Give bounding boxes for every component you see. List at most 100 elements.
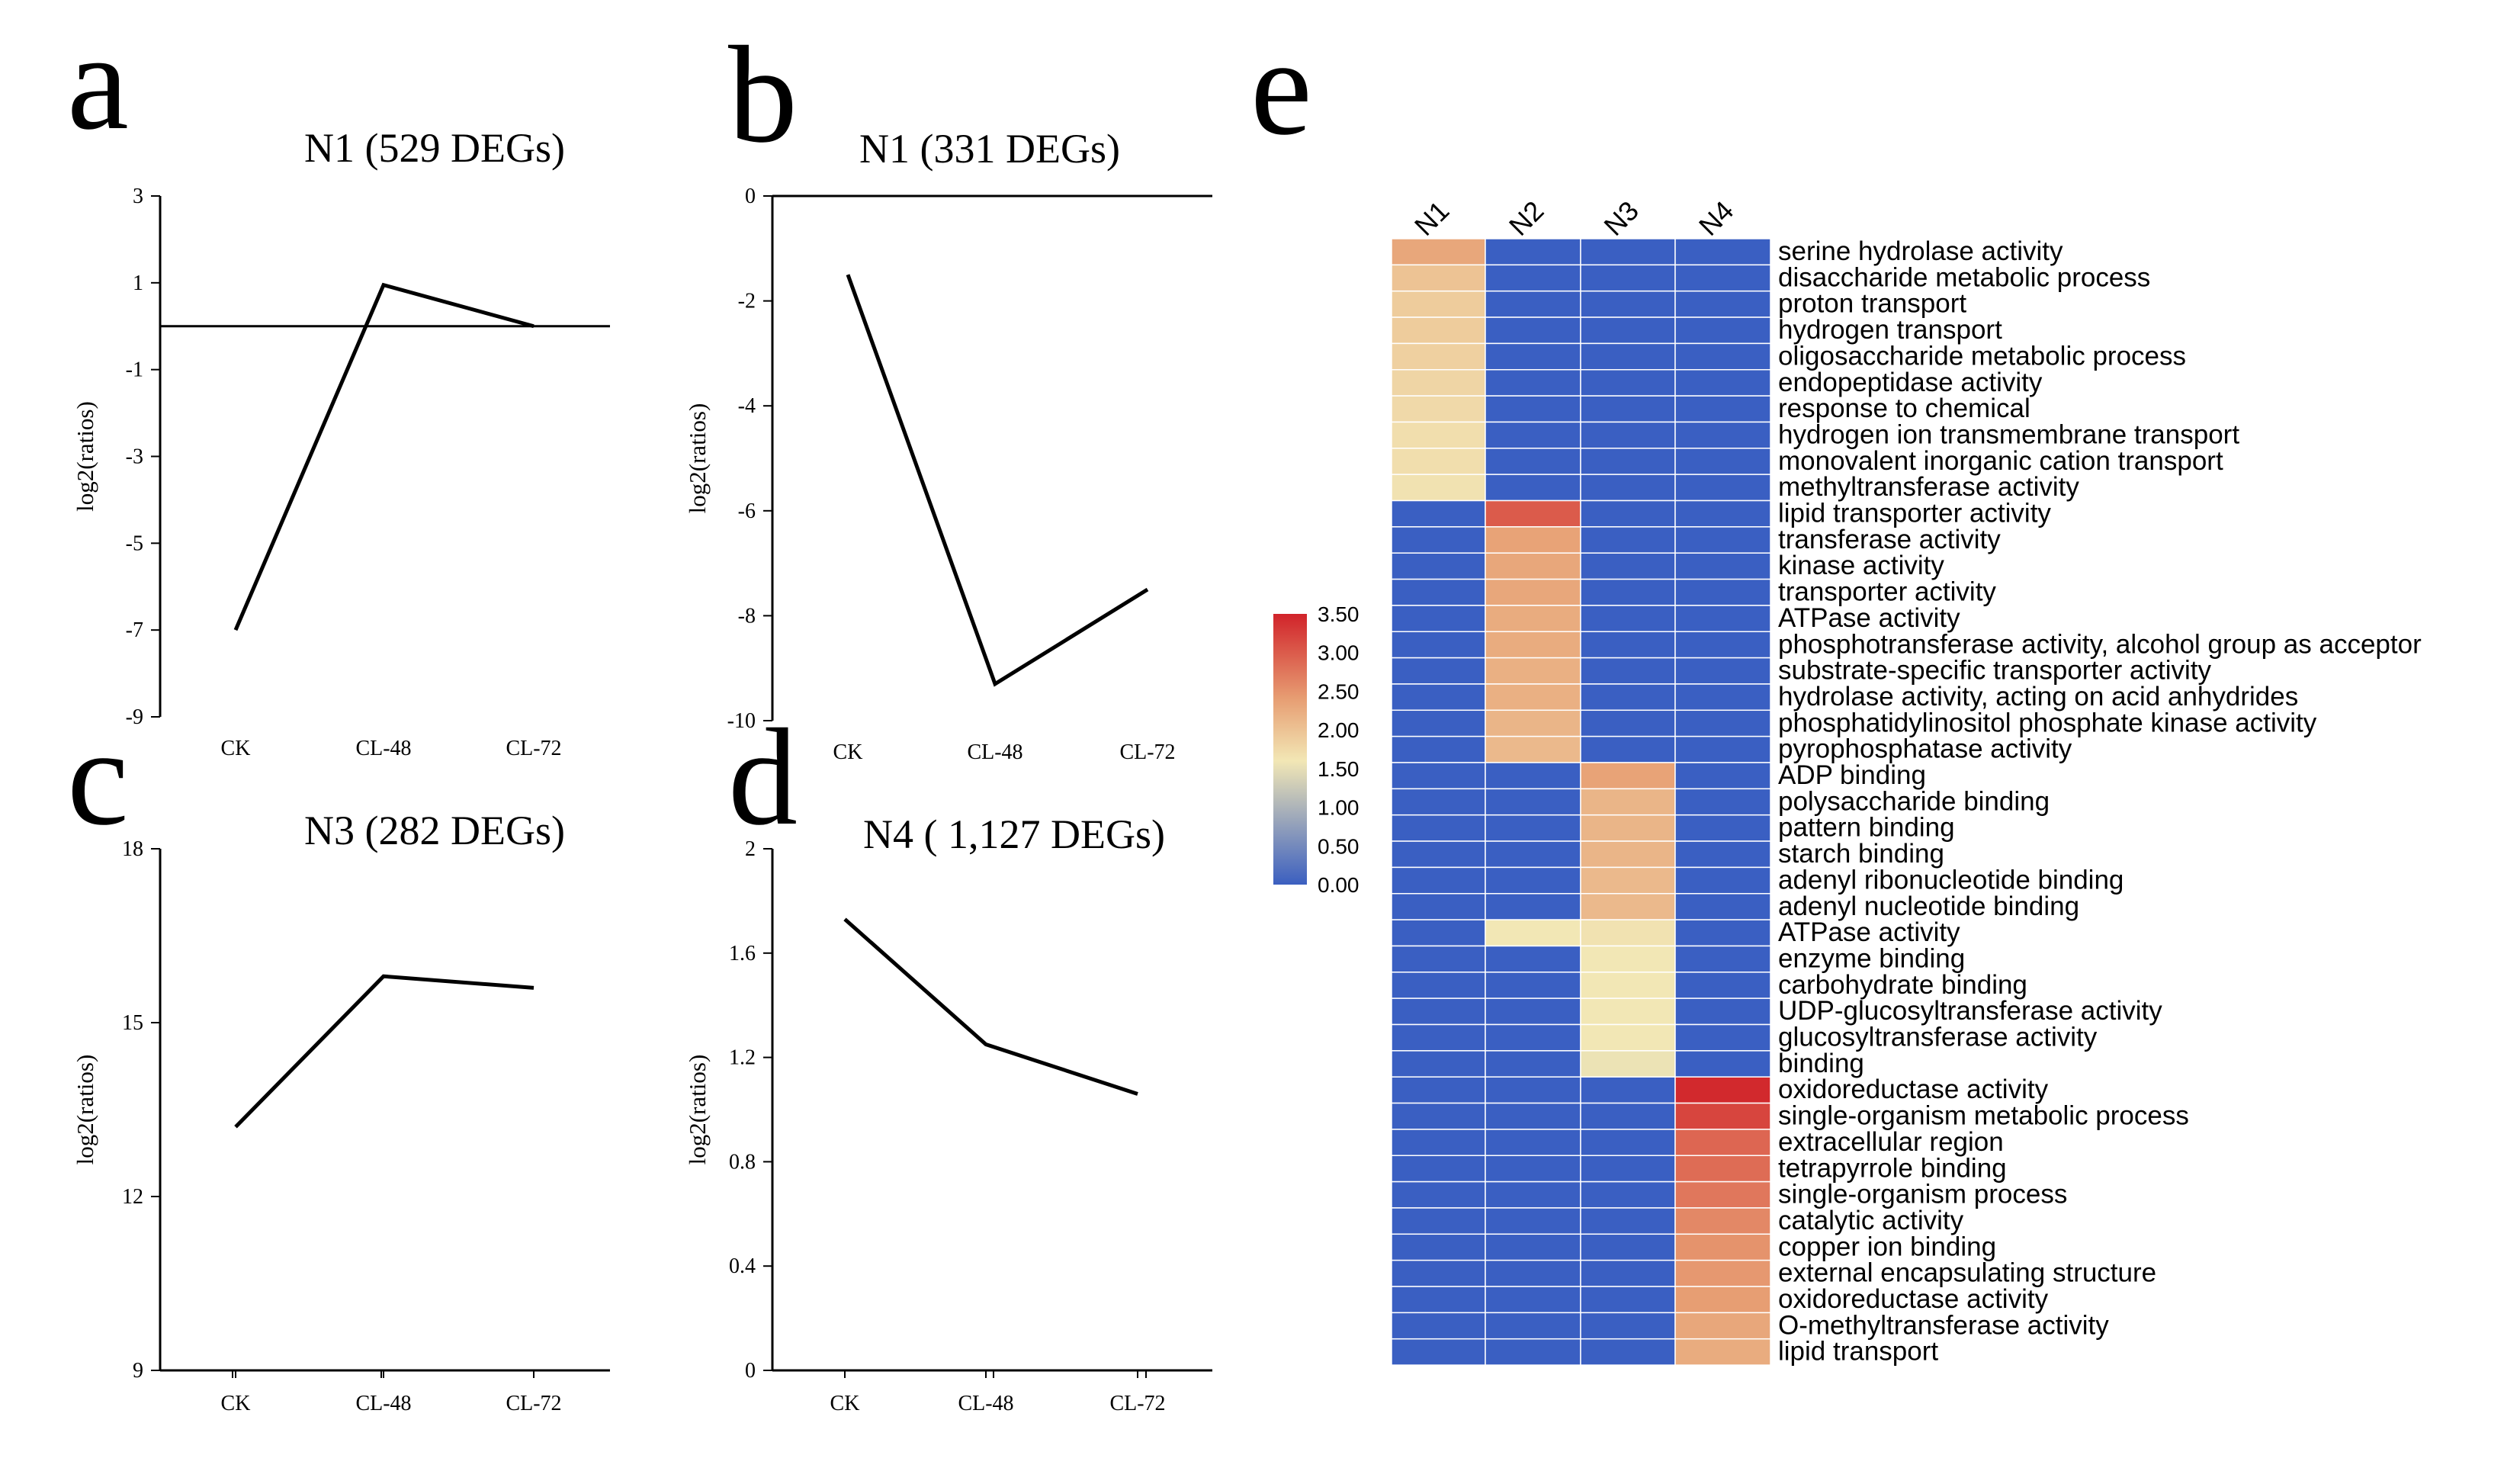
heatmap-cell (1485, 290, 1581, 318)
heatmap-cell (1674, 788, 1771, 816)
heatmap-cell (1674, 342, 1771, 371)
panel-e: e serine hydrolase activitydisaccharide … (1250, 11, 2422, 1367)
heatmap-cell (1485, 500, 1581, 528)
panel-title-d: N4 ( 1,127 DEGs) (863, 811, 1165, 857)
y-tick-label: -9 (126, 705, 143, 729)
heatmap-cell (1485, 1023, 1581, 1052)
heatmap-cell (1580, 997, 1676, 1026)
heatmap-cell (1674, 814, 1771, 842)
heatmap-cell (1485, 814, 1581, 842)
heatmap-row-label: extracellular region (1778, 1127, 2004, 1157)
heatmap-row-label: UDP-glucosyltransferase activity (1778, 996, 2162, 1026)
heatmap-cell (1580, 709, 1676, 737)
heatmap-cell (1674, 1076, 1771, 1104)
heatmap-cell (1391, 1286, 1486, 1314)
heatmap-cell (1674, 605, 1771, 633)
heatmap-cell (1391, 526, 1486, 554)
heatmap-cell (1580, 578, 1676, 606)
heatmap-cell (1580, 605, 1676, 633)
heatmap-cell (1674, 762, 1771, 790)
heatmap-row-label: transferase activity (1778, 525, 2001, 554)
heatmap-cell (1485, 264, 1581, 292)
heatmap-row-label: lipid transporter activity (1778, 499, 2051, 528)
x-tick-label: CL-48 (355, 1392, 411, 1415)
heatmap-cell (1485, 919, 1581, 947)
heatmap-cell (1391, 1207, 1486, 1235)
heatmap-cell (1485, 866, 1581, 895)
heatmap-cell (1485, 1207, 1581, 1235)
panel-a: a N1 (529 DEGs) 3 1 -1 -3 -5 -7 -9 CK CL-48 CL-72… (67, 5, 610, 760)
heatmap-cell (1674, 1207, 1771, 1235)
heatmap-cell (1485, 552, 1581, 580)
heatmap-cell (1580, 972, 1676, 999)
y-tick-label: -3 (126, 445, 143, 469)
heatmap-row-label: disaccharide metabolic process (1778, 262, 2150, 292)
panel-title-c: N3 (282 DEGs) (304, 808, 565, 853)
heatmap-cell (1391, 657, 1486, 685)
heatmap-cell (1674, 683, 1771, 712)
heatmap-row-label: adenyl ribonucleotide binding (1778, 865, 2124, 895)
colorbar-tick-label: 0.50 (1318, 834, 1360, 858)
heatmap-cell (1391, 1338, 1486, 1366)
heatmap-cell (1674, 919, 1771, 947)
y-tick-label: 0.4 (729, 1254, 756, 1278)
heatmap-row-label: O-methyltransferase activity (1778, 1310, 2109, 1340)
y-tick-label: -4 (738, 394, 756, 418)
heatmap-cell (1391, 1312, 1486, 1340)
y-tick-label: 9 (133, 1359, 143, 1383)
heatmap-cell (1674, 290, 1771, 318)
heatmap-row-label: pyrophosphatase activity (1778, 734, 2072, 764)
heatmap-row-label: ADP binding (1778, 760, 1926, 790)
heatmap-cell (1391, 448, 1486, 475)
heatmap-cell (1580, 1207, 1676, 1235)
panel-title-a: N1 (529 DEGs) (304, 125, 565, 171)
series-line (233, 282, 534, 631)
x-tick-label: CL-72 (1109, 1392, 1165, 1415)
heatmap-cell (1391, 1050, 1486, 1078)
panel-letter-c: c (67, 701, 129, 854)
line-chart-a: 3 1 -1 -3 -5 -7 -9 CK CL-48 CL-72 log2(ratios) (72, 185, 610, 760)
y-tick-label: 12 (122, 1185, 143, 1209)
heatmap-cell (1674, 893, 1771, 920)
y-tick-label: -2 (738, 290, 756, 313)
heatmap-cell (1485, 474, 1581, 502)
panel-letter-e: e (1250, 11, 1312, 164)
x-tick-label: CK (833, 740, 863, 764)
x-tick-label: CK (221, 1392, 251, 1415)
heatmap-column-label: N2 (1503, 194, 1550, 242)
heatmap-cell (1674, 448, 1771, 475)
heatmap-cell (1485, 1129, 1581, 1157)
y-tick-label: 18 (122, 837, 143, 861)
heatmap-row-label: proton transport (1778, 289, 1966, 319)
heatmap-cell (1674, 657, 1771, 685)
heatmap-cell (1580, 919, 1676, 947)
heatmap-row-label: phosphatidylinositol phosphate kinase ac… (1778, 708, 2317, 737)
heatmap-cell (1580, 264, 1676, 292)
heatmap-cell (1580, 1233, 1676, 1261)
heatmap-cell (1485, 762, 1581, 790)
heatmap-cell (1674, 1181, 1771, 1209)
heatmap-cell (1580, 1129, 1676, 1157)
heatmap-cell (1674, 631, 1771, 659)
heatmap-cell (1580, 631, 1676, 659)
heatmap-cell (1580, 1259, 1676, 1287)
heatmap-cell (1391, 238, 1486, 266)
heatmap-row-label: external encapsulating structure (1778, 1258, 2156, 1288)
heatmap-cell (1674, 369, 1771, 397)
heatmap-cell (1391, 735, 1486, 763)
y-tick-label: 0 (745, 1359, 756, 1383)
y-tick-label: -6 (738, 500, 756, 523)
heatmap-cell (1580, 448, 1676, 475)
heatmap-cell (1485, 395, 1581, 423)
heatmap-cell (1580, 762, 1676, 790)
heatmap-cell (1580, 316, 1676, 345)
heatmap-cell (1485, 735, 1581, 763)
heatmap-cell (1580, 683, 1676, 712)
heatmap-cell (1485, 1286, 1581, 1314)
heatmap-cell (1391, 893, 1486, 920)
y-tick-label: 1.6 (729, 942, 756, 965)
heatmap-row-label: serine hydrolase activity (1778, 236, 2063, 266)
heatmap-row-label: oxidoreductase activity (1778, 1074, 2049, 1104)
